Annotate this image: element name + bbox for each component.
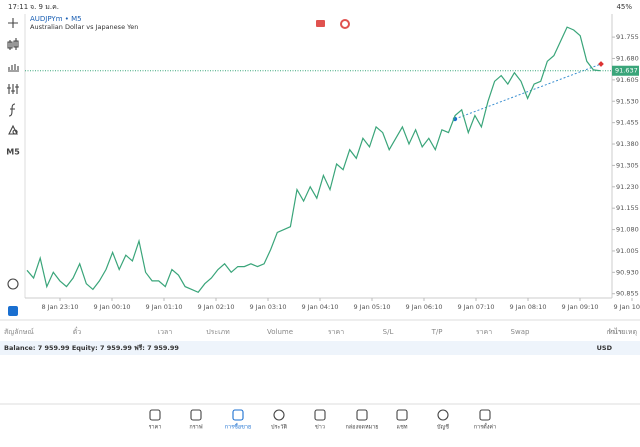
column-header[interactable]: กำไร — [607, 327, 623, 336]
column-header[interactable]: หมายเหตุ — [608, 328, 637, 336]
tab-icon[interactable] — [396, 409, 408, 421]
column-header[interactable]: ประเภท — [206, 328, 230, 336]
tab-icon[interactable] — [356, 409, 368, 421]
x-tick-label: 9 Jan 02:10 — [197, 303, 234, 311]
column-header[interactable]: สัญลักษณ์ — [4, 328, 34, 336]
trend-anchor — [598, 61, 604, 67]
status-time: 17:11 — [8, 3, 28, 11]
y-tick-label: 91.080 — [616, 226, 639, 234]
y-tick-label: 91.380 — [616, 140, 639, 148]
status-battery: 45% — [616, 3, 632, 11]
y-tick-label: 90.855 — [616, 290, 639, 298]
x-tick-label: 9 Jan 10:10 — [613, 303, 640, 311]
y-tick-label: 90.930 — [616, 268, 639, 276]
tab-label[interactable]: ประวัติ — [271, 424, 287, 431]
tab-icon[interactable] — [273, 409, 285, 421]
x-tick-label: 9 Jan 06:10 — [405, 303, 442, 311]
symbol-description: Australian Dollar vs Japanese Yen — [30, 23, 138, 31]
symbol-name: AUDJPYm • M5 — [30, 15, 82, 23]
y-tick-label: 91.305 — [616, 161, 639, 169]
timeframe[interactable]: M5 — [6, 148, 20, 157]
y-tick-label: 91.005 — [616, 247, 639, 255]
tab-label[interactable]: บัญชี — [437, 424, 449, 431]
x-tick-label: 9 Jan 04:10 — [301, 303, 338, 311]
column-header[interactable]: เวลา — [158, 328, 173, 336]
balance-currency: USD — [597, 344, 613, 352]
tab-icon[interactable] — [232, 409, 244, 421]
column-header[interactable]: Swap — [511, 328, 530, 336]
tab-label[interactable]: แชท — [397, 424, 408, 431]
tab-label[interactable]: ราคา — [149, 425, 162, 431]
x-tick-label: 9 Jan 01:10 — [145, 303, 182, 311]
column-header[interactable]: ราคา — [328, 328, 344, 336]
tab-label[interactable]: การตั้งค่า — [474, 423, 496, 431]
tab-icon[interactable] — [314, 409, 326, 421]
balance-row — [0, 341, 640, 355]
indicators-icon[interactable] — [8, 64, 19, 72]
function-icon[interactable] — [8, 103, 16, 117]
settings-icon[interactable] — [7, 84, 19, 94]
tab-icon[interactable] — [190, 409, 202, 421]
x-tick-label: 8 Jan 23:10 — [41, 303, 78, 311]
y-tick-label: 91.230 — [616, 183, 639, 191]
tab-label[interactable]: กราฟ — [189, 424, 202, 431]
x-tick-label: 9 Jan 08:10 — [509, 303, 546, 311]
tab-label[interactable]: การซื้อขาย — [225, 423, 251, 431]
x-tick-label: 9 Jan 09:10 — [561, 303, 598, 311]
column-header[interactable]: ราคา — [476, 328, 492, 336]
column-header[interactable]: T/P — [431, 328, 443, 336]
y-tick-label: 91.680 — [616, 54, 639, 62]
tab-label[interactable]: ข่าว — [315, 425, 325, 431]
tab-icon[interactable] — [149, 409, 161, 421]
y-tick-label: 91.755 — [616, 33, 639, 41]
column-header[interactable]: Volume — [267, 328, 293, 336]
flag-icon[interactable] — [340, 19, 350, 29]
current-price-box — [612, 65, 639, 76]
column-header[interactable]: S/L — [383, 328, 394, 336]
y-tick-label: 91.155 — [616, 204, 639, 212]
x-tick-label: 9 Jan 03:10 — [249, 303, 286, 311]
flag-icon[interactable] — [316, 20, 325, 27]
y-tick-label: 91.455 — [616, 119, 639, 127]
objects-icon[interactable] — [8, 124, 18, 135]
x-tick-label: 9 Jan 00:10 — [93, 303, 130, 311]
x-tick-label: 9 Jan 07:10 — [457, 303, 494, 311]
status-date: จ. 9 ม.ค. — [30, 3, 59, 11]
current-price-label: 91.637 — [615, 67, 638, 75]
x-tick-label: 9 Jan 05:10 — [353, 303, 390, 311]
trend-line — [454, 63, 602, 120]
tab-icon[interactable] — [437, 409, 449, 421]
zoom-icon[interactable] — [7, 278, 19, 290]
y-tick-label: 91.530 — [616, 97, 639, 105]
balance-text: Balance: 7 959.99 Equity: 7 959.99 ฟรี: … — [4, 344, 179, 352]
candles-icon[interactable] — [7, 38, 19, 50]
y-tick-label: 91.605 — [616, 76, 639, 84]
tab-icon[interactable] — [479, 409, 491, 421]
oneclick-icon[interactable] — [8, 306, 18, 316]
price-line — [26, 26, 601, 294]
tab-label[interactable]: กล่องจดหมาย — [345, 425, 378, 431]
left-toolbar: M5 — [6, 18, 20, 316]
crosshair-icon[interactable] — [8, 18, 18, 28]
column-header[interactable]: ตั๋ว — [73, 327, 82, 336]
